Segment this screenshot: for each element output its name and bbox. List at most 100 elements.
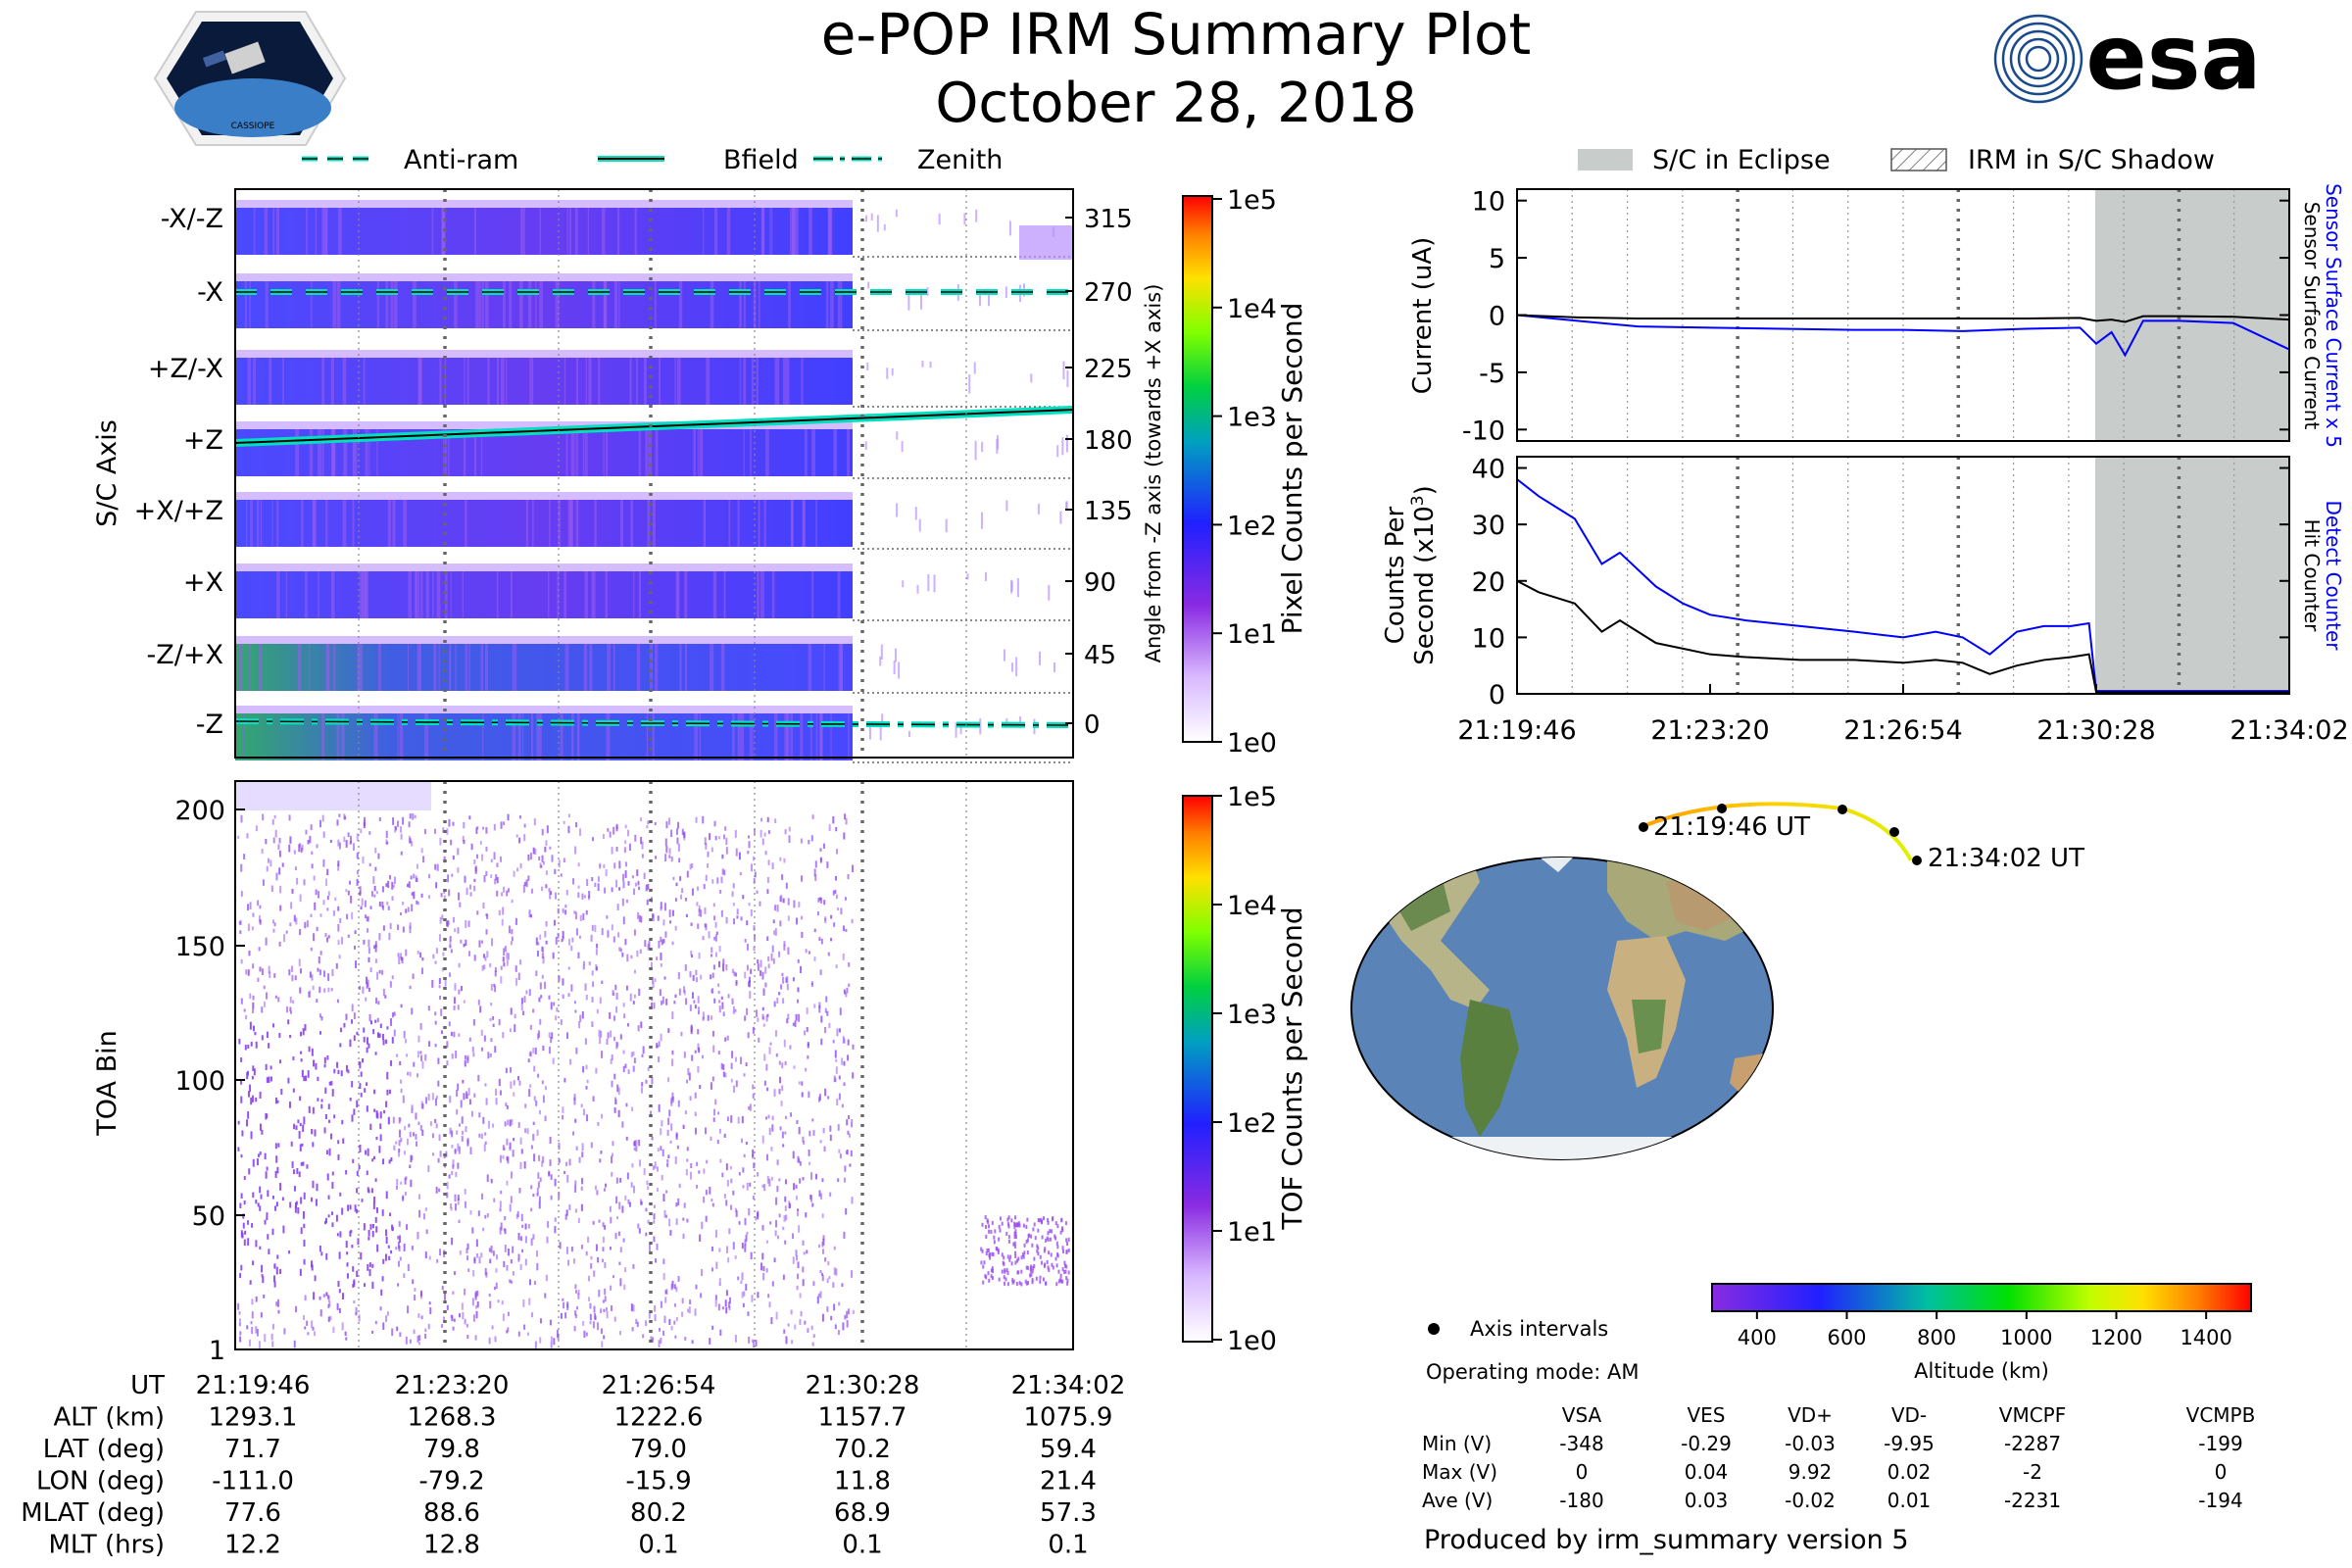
- toa-pixel: [601, 1051, 603, 1058]
- toa-pixel: [279, 851, 281, 858]
- toa-pixel: [359, 1145, 361, 1152]
- toa-pixel: [847, 1054, 849, 1060]
- toa-pixel: [389, 1090, 391, 1094]
- toa-pixel: [703, 1168, 705, 1173]
- toa-pixel: [814, 929, 816, 932]
- band-streak: [830, 713, 831, 760]
- toa-pixel: [575, 1048, 577, 1054]
- toa-pixel: [389, 1212, 391, 1216]
- toa-pixel: [640, 837, 642, 844]
- toa-pixel: [595, 1186, 597, 1190]
- toa-pixel: [1051, 1263, 1053, 1267]
- toa-pixel: [751, 1252, 753, 1259]
- toa-pixel: [252, 1009, 254, 1013]
- toa-pixel: [848, 1040, 850, 1046]
- toa-pixel: [597, 1257, 599, 1262]
- toa-pixel: [432, 955, 434, 959]
- toa-pixel: [532, 1194, 534, 1197]
- toa-pixel: [410, 1132, 412, 1138]
- toa-pixel: [399, 1117, 401, 1124]
- toa-pixel: [576, 928, 578, 935]
- footer-cell: 1157.7: [818, 1403, 907, 1433]
- toa-pixel: [447, 1182, 449, 1189]
- toa-pixel: [1022, 1252, 1024, 1256]
- toa-pixel: [624, 840, 626, 844]
- legend-anti-ram-label: Anti-ram: [404, 145, 518, 175]
- toa-pixel: [459, 903, 461, 907]
- toa-pixel: [653, 1165, 655, 1169]
- toa-pixel: [631, 1163, 633, 1167]
- toa-pixel: [245, 1045, 247, 1050]
- toa-pixel: [643, 1046, 645, 1054]
- toa-pixel: [836, 1099, 838, 1105]
- toa-pixel: [245, 1015, 247, 1019]
- toa-pixel: [536, 1263, 538, 1270]
- toa-pixel: [586, 1333, 588, 1337]
- toa-pixel: [596, 1190, 598, 1195]
- toa-pixel: [325, 1253, 327, 1260]
- toa-pixel: [779, 1213, 781, 1217]
- toa-pixel: [465, 1201, 466, 1208]
- band-streak: [388, 500, 391, 547]
- toa-pixel: [603, 1309, 605, 1312]
- toa-pixel: [561, 1313, 563, 1319]
- toa-pixel: [674, 1336, 676, 1339]
- toa-pixel: [763, 1054, 765, 1060]
- band-noise: [879, 657, 881, 666]
- toa-pixel: [741, 1139, 743, 1144]
- toa-pixel: [797, 1000, 799, 1004]
- toa-pixel: [780, 1126, 782, 1130]
- toa-pixel: [1016, 1270, 1018, 1274]
- toa-pixel: [402, 817, 404, 825]
- toa-pixel: [634, 1148, 636, 1151]
- toa-pixel: [347, 1069, 349, 1073]
- toa-pixel: [538, 1155, 540, 1161]
- altitude-colorbar: 400 600 800 1000 1200 1400 Altitude (km): [1712, 1284, 2251, 1383]
- toa-pixel: [801, 1081, 803, 1085]
- toa-pixel: [521, 998, 523, 1004]
- toa-pixel: [401, 852, 403, 856]
- toa-pixel: [458, 893, 460, 901]
- toa-pixel: [428, 874, 430, 879]
- toa-pixel: [692, 992, 694, 999]
- toa-pixel: [463, 1093, 465, 1100]
- toa-pixel: [827, 1279, 829, 1284]
- toa-pixel: [563, 995, 564, 1000]
- toa-pixel: [472, 1270, 474, 1277]
- toa-pixel: [713, 915, 715, 920]
- band-streak: [528, 281, 531, 328]
- toa-pixel: [383, 1040, 385, 1046]
- band-streak: [392, 500, 395, 547]
- toa-pixel: [468, 1088, 470, 1096]
- footer-row-label: LAT (deg): [43, 1435, 165, 1464]
- toa-pixel: [777, 1236, 779, 1240]
- toa-pixel: [698, 1170, 700, 1173]
- toa-pixel: [300, 1198, 302, 1204]
- counts-ylabel-line2: Second (x103): [1408, 485, 1440, 665]
- toa-pixel: [600, 1308, 602, 1313]
- toa-pixel: [823, 900, 825, 905]
- toa-pixel: [371, 891, 373, 897]
- band-streak: [503, 281, 506, 328]
- toa-pixel: [744, 1245, 746, 1252]
- toa-pixel: [244, 1176, 246, 1180]
- toa-pixel: [795, 1020, 797, 1027]
- toa-pixel: [698, 996, 700, 1003]
- toa-pixel: [259, 1247, 261, 1250]
- toa-pixel: [607, 1311, 609, 1318]
- toa-pixel: [581, 1187, 583, 1191]
- toa-pixel: [676, 1317, 678, 1321]
- toa-pixel: [439, 978, 441, 984]
- toa-pixel: [509, 926, 511, 934]
- toa-pixel: [538, 998, 540, 1003]
- toa-pixel: [716, 932, 718, 935]
- toa-pixel: [757, 959, 759, 963]
- toa-pixel: [851, 1197, 853, 1203]
- toa-pixel: [605, 1296, 607, 1301]
- toa-pixel: [690, 951, 692, 956]
- toa-pixel: [601, 1329, 603, 1334]
- toa-pixel: [361, 906, 363, 909]
- toa-pixel: [521, 1214, 523, 1221]
- toa-pixel: [801, 875, 803, 881]
- band-streak: [569, 208, 571, 255]
